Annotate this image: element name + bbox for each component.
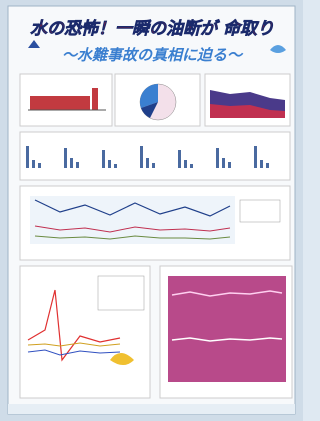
area-chart-panel <box>205 74 290 126</box>
bar-chart-panel <box>20 74 112 126</box>
line-chart-panel <box>20 186 290 260</box>
multi-line-chart-panel <box>20 266 150 398</box>
footer <box>8 404 295 414</box>
poster-title: 水の恐怖！一瞬の油断が 命取り <box>30 19 274 39</box>
poster: 水の恐怖！一瞬の油断が 命取り ～水難事故の真相に迫る～ <box>0 0 303 421</box>
pink-chart-panel <box>160 266 292 398</box>
small-bar-charts <box>20 132 290 180</box>
poster-subtitle: ～水難事故の真相に迫る～ <box>62 46 244 64</box>
pie-chart-panel <box>115 74 200 126</box>
